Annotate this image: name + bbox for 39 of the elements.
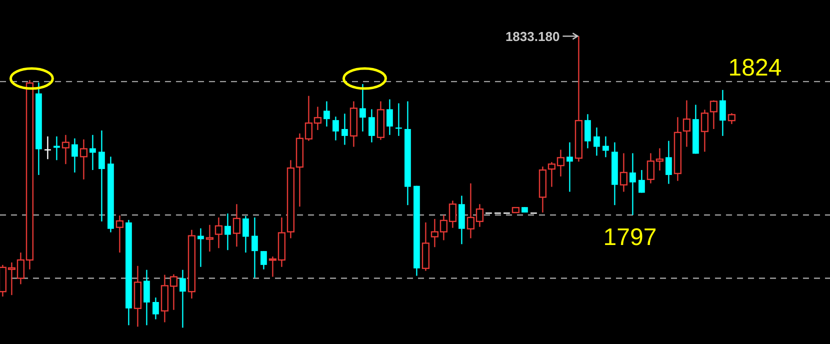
candlestick [152, 296, 159, 320]
candlestick [720, 89, 726, 137]
candlestick [180, 269, 186, 328]
candlestick [602, 136, 609, 158]
candlestick [260, 250, 267, 270]
candlestick [206, 224, 214, 252]
candlestick [360, 83, 366, 132]
candlestick [224, 212, 231, 251]
candlestick [666, 140, 672, 184]
candlestick [620, 152, 628, 192]
annotation: 1833.180 [505, 29, 560, 44]
ref-line-label: 1797 [603, 224, 657, 251]
candlestick [98, 130, 105, 222]
candlestick [566, 142, 573, 192]
candlestick [242, 215, 249, 254]
candlestick [594, 126, 600, 156]
candlestick [638, 169, 645, 194]
candlestick [332, 116, 339, 141]
candlestick [72, 138, 78, 174]
candlestick [342, 113, 348, 146]
ref-line-label: 1824 [728, 54, 782, 82]
candlestick [710, 100, 718, 130]
candlestick [386, 98, 393, 136]
candlestick [80, 138, 88, 180]
candlestick [54, 136, 60, 161]
candlestick [90, 134, 96, 171]
candlestick [584, 114, 591, 149]
candlestick [630, 152, 636, 216]
candlestick [62, 134, 70, 165]
candlestick [252, 216, 258, 278]
candlestick [214, 216, 222, 249]
candlestick [368, 108, 375, 143]
candlestick [324, 100, 330, 128]
candlestick [116, 214, 124, 254]
candlestick [682, 100, 690, 148]
candlestick [232, 204, 240, 248]
candlestick [700, 109, 708, 152]
candlestick [144, 269, 150, 326]
candlestick [728, 112, 736, 125]
